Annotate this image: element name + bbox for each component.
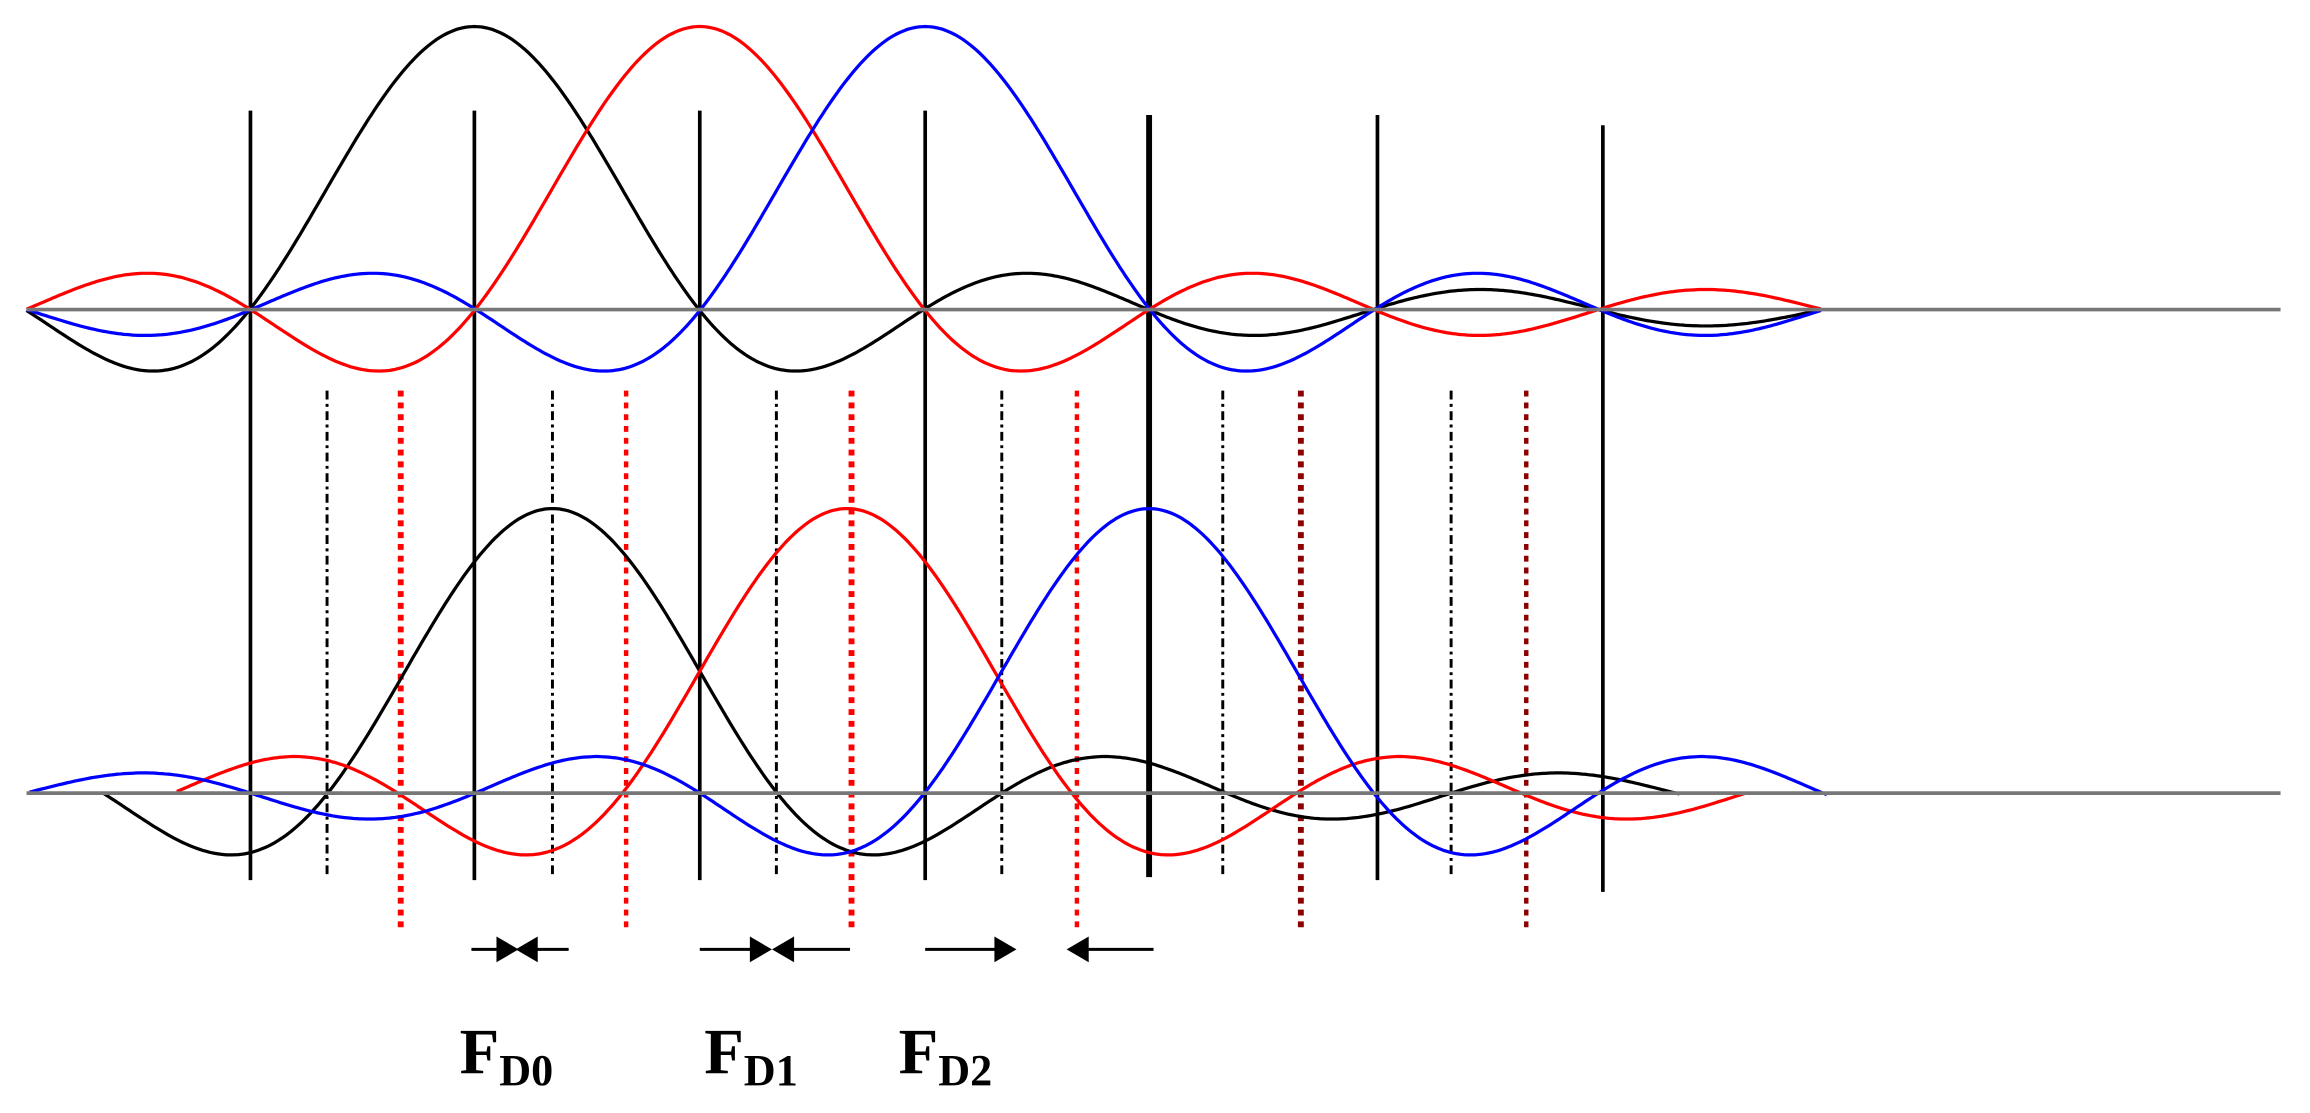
subcarrier-curve [176, 506, 1745, 857]
arrow-head [771, 936, 795, 963]
label-main: F [460, 1016, 500, 1088]
label: FD1 [704, 1016, 798, 1095]
arrow-head [496, 936, 519, 963]
label-sub: D2 [938, 1046, 992, 1095]
subcarrier-curve [26, 24, 1822, 373]
arrows [471, 936, 1154, 963]
label-main: F [704, 1016, 744, 1088]
subcarrier-curve [29, 506, 1828, 857]
arrow-head [1066, 936, 1089, 963]
label: FD2 [899, 1016, 993, 1095]
label: FD0 [460, 1016, 554, 1095]
arrow-head [749, 936, 772, 963]
subcarrier-curve [102, 506, 1680, 857]
label-sub: D0 [499, 1046, 553, 1095]
label-main: F [899, 1016, 939, 1088]
baselines [26, 307, 2281, 795]
arrow-head [994, 936, 1017, 963]
label-sub: D1 [744, 1046, 798, 1095]
arrow-head [515, 936, 538, 963]
